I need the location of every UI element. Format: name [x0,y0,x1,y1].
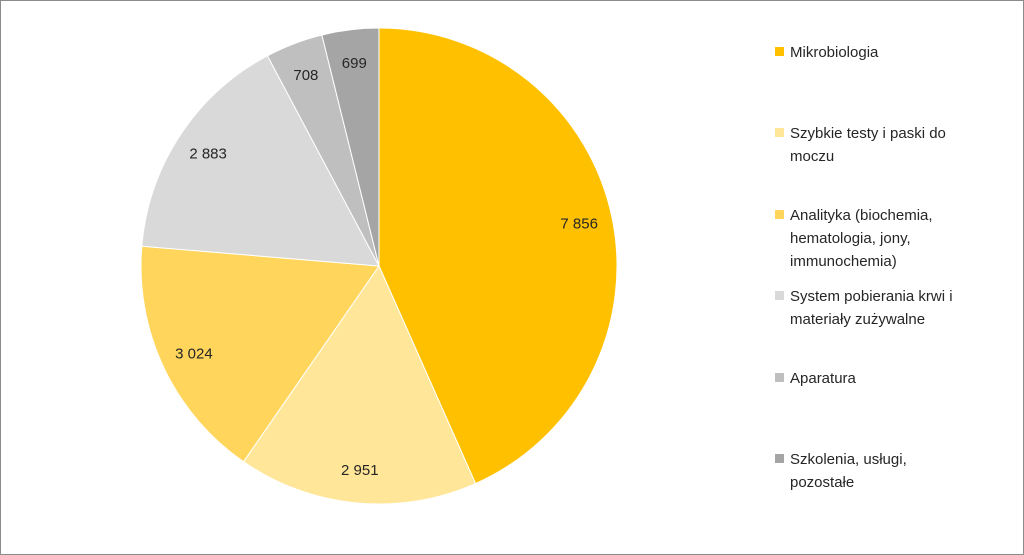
pie-slice-0 [378,27,618,485]
pie-slice-1 [242,264,477,505]
legend-label: Szkolenia, usługi, pozostałe [790,451,907,491]
legend-item-aparatura: Aparatura [775,367,1015,390]
legend-swatch [775,128,784,137]
legend-label: System pobierania krwi i materiały zużyw… [790,288,953,328]
slice-value-label: 699 [342,55,367,72]
pie-slice-3 [141,55,380,267]
legend-label: Analityka (biochemia, hematologia, jony,… [790,207,933,270]
slice-value-label: 2 951 [341,462,379,479]
legend-item-szybkie-testy: Szybkie testy i paski do moczu [775,122,1015,168]
legend-label: Aparatura [790,370,856,387]
legend-item-analityka: Analityka (biochemia, hematologia, jony,… [775,204,1015,273]
pie-slice-5 [321,27,380,267]
slice-value-label: 2 883 [189,145,227,162]
legend-item-szkolenia: Szkolenia, usługi, pozostałe [775,448,1015,494]
legend-label: Szybkie testy i paski do moczu [790,125,946,165]
pie-slice-2 [140,245,380,463]
slice-value-label: 3 024 [175,345,213,362]
legend-swatch [775,291,784,300]
legend-item-mikrobiologia: Mikrobiologia [775,41,1015,64]
legend-item-system-pobierania: System pobierania krwi i materiały zużyw… [775,285,1015,331]
slice-value-label: 708 [293,67,318,84]
legend-label: Mikrobiologia [790,44,879,61]
legend-swatch [775,210,784,219]
legend-swatch [775,47,784,56]
slice-value-label: 7 856 [560,216,598,233]
legend-swatch [775,454,784,463]
legend-swatch [775,373,784,382]
